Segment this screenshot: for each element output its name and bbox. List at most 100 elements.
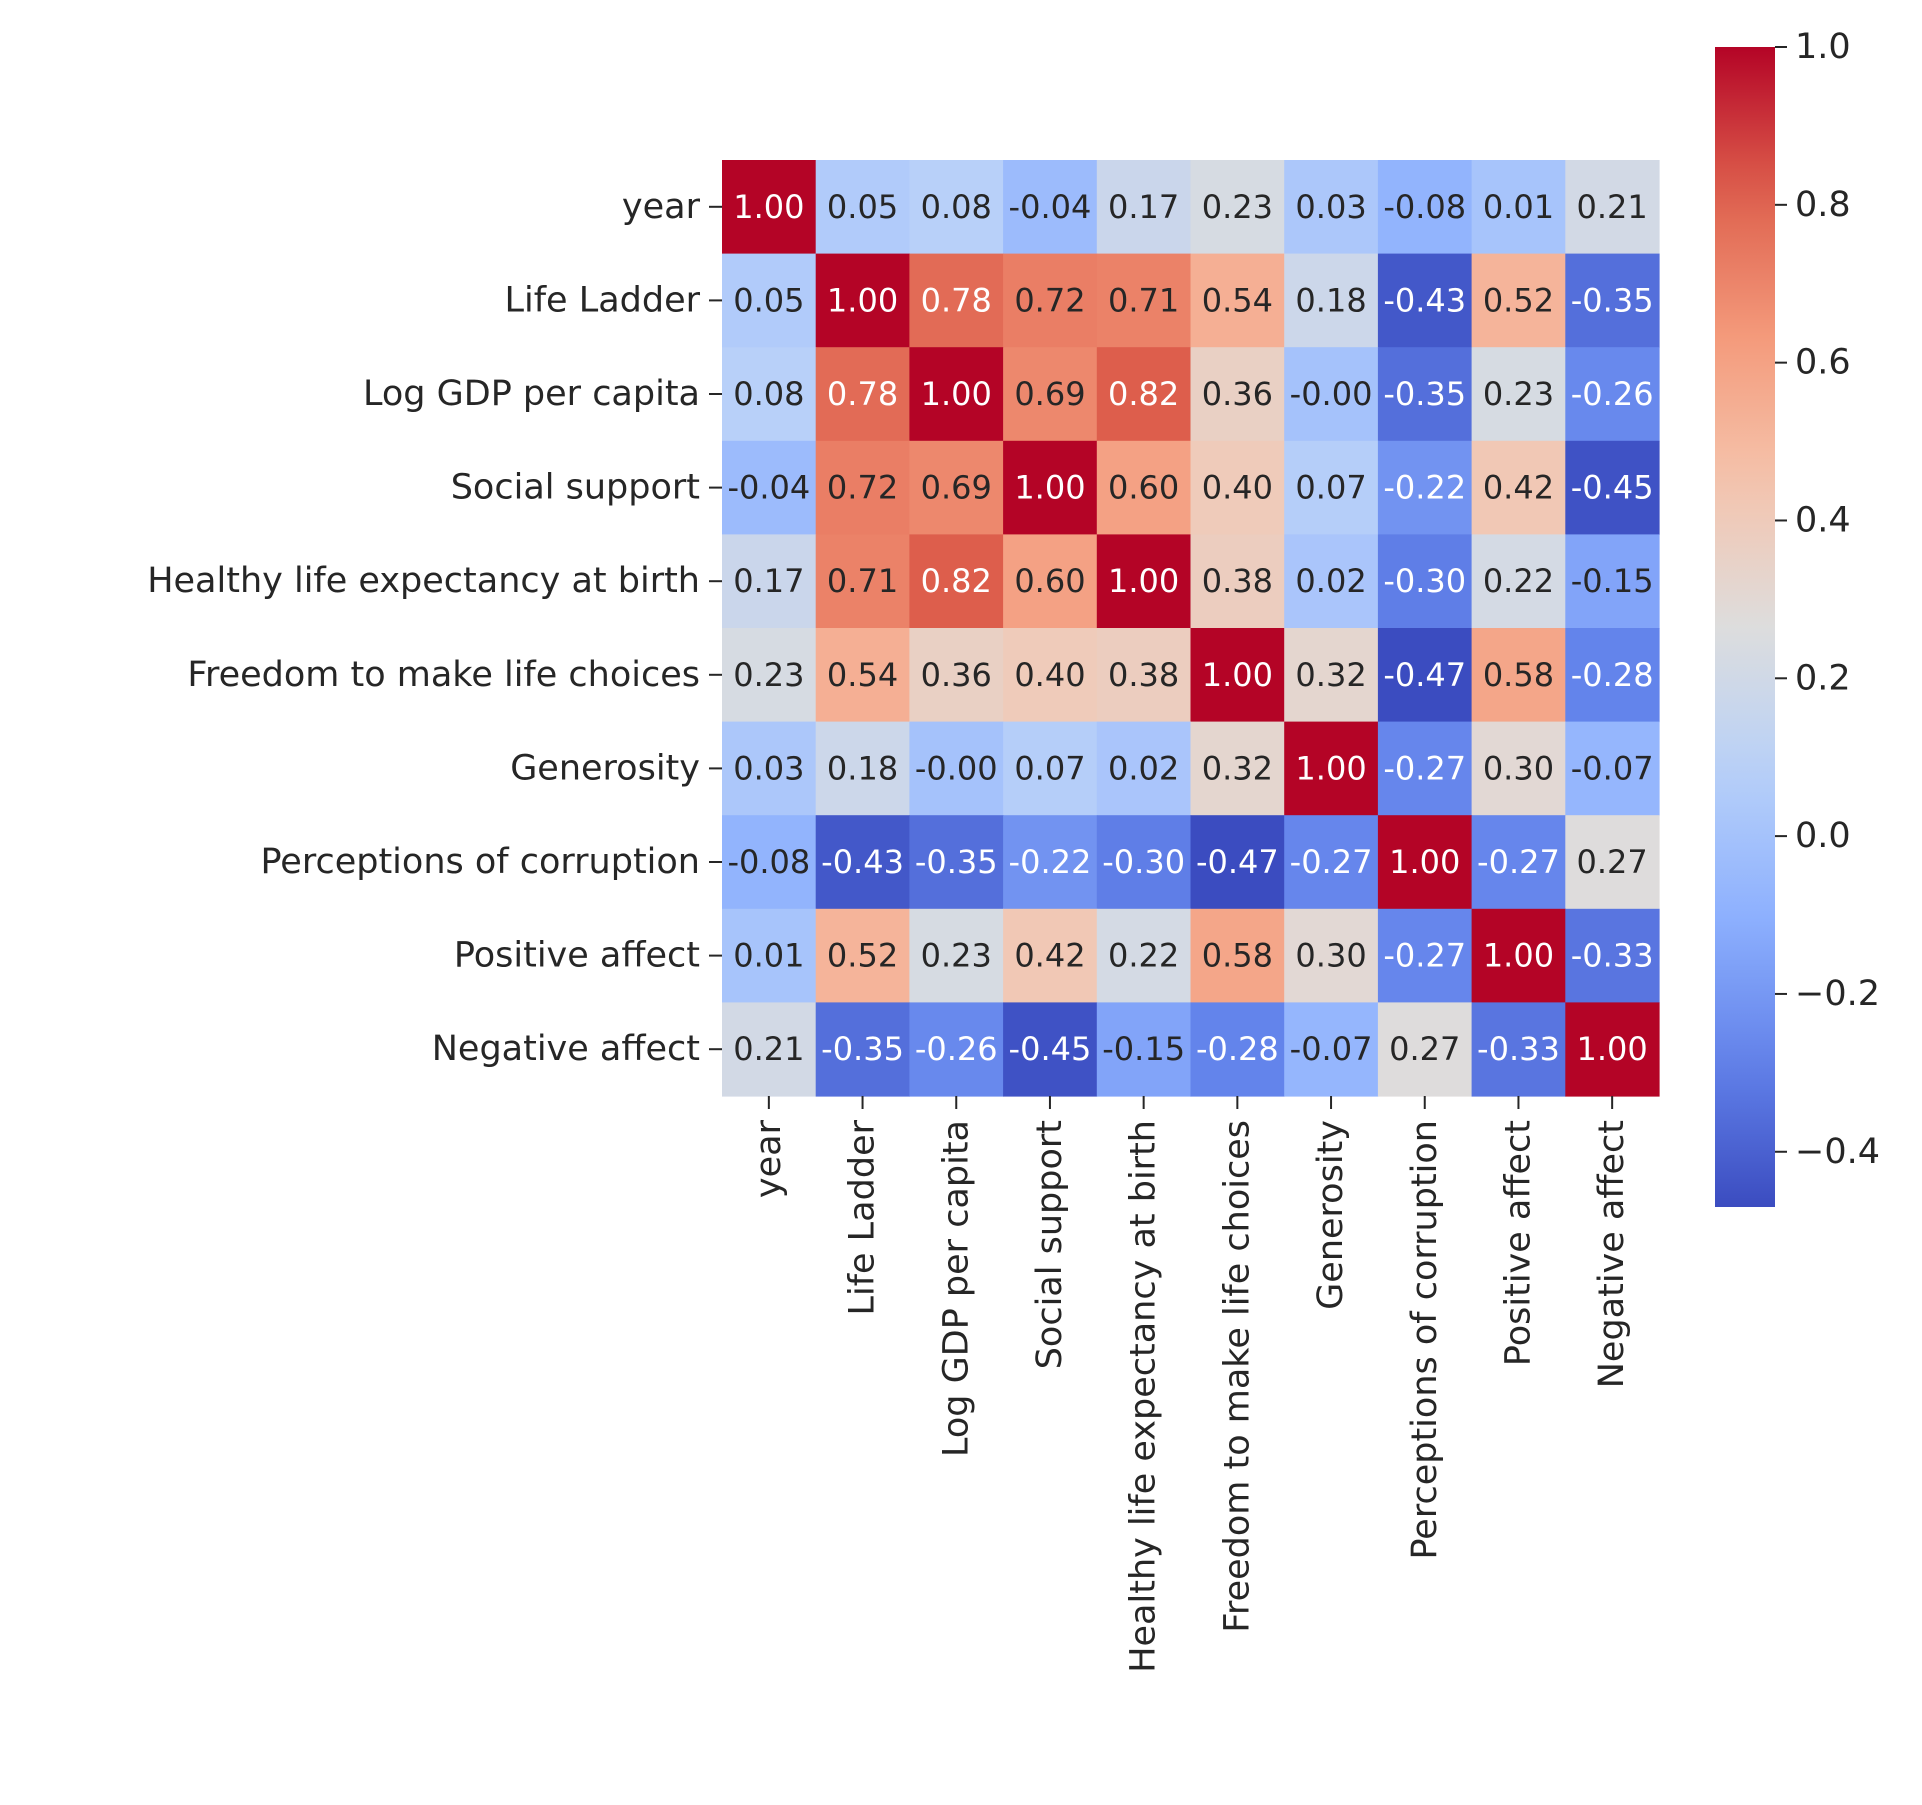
colorbar-tick-label: 0.0 xyxy=(1795,816,1851,856)
cell-value-label: 0.23 xyxy=(1483,375,1554,413)
cell-value-label: -0.00 xyxy=(915,749,998,787)
heatmap-cell xyxy=(1003,721,1098,816)
colorbar-tick-label: 0.6 xyxy=(1795,343,1851,383)
colorbar-tick-label: 0.8 xyxy=(1795,185,1851,225)
cell-value-label: 0.22 xyxy=(1108,937,1179,975)
cell-value-label: 0.72 xyxy=(827,469,898,507)
heatmap-cell xyxy=(1190,815,1285,910)
cell-value-label: 0.03 xyxy=(733,749,804,787)
cell-value-label: 1.00 xyxy=(1577,1030,1648,1068)
cell-value-label: 0.60 xyxy=(1108,469,1179,507)
heatmap-cell xyxy=(1190,253,1285,348)
heatmap-cell xyxy=(1377,815,1473,910)
cell-value-label: 0.30 xyxy=(1295,937,1366,975)
cell-value-label: 0.82 xyxy=(1108,375,1179,413)
heatmap-cell xyxy=(1190,440,1285,535)
heatmap-cell xyxy=(1003,253,1098,348)
cell-value-label: -0.27 xyxy=(1477,843,1560,881)
cell-value-label: 0.01 xyxy=(1483,188,1554,226)
cell-value-label: 0.42 xyxy=(1014,937,1085,975)
heatmap-cell xyxy=(1377,628,1473,723)
cell-value-label: -0.45 xyxy=(1571,469,1654,507)
heatmap-cell xyxy=(1284,160,1379,255)
cell-value-label: -0.08 xyxy=(727,843,810,881)
heatmap-cell xyxy=(1377,908,1473,1003)
y-tick-label: Healthy life expectancy at birth xyxy=(147,561,700,601)
cell-value-label: -0.47 xyxy=(1383,656,1466,694)
heatmap-cell xyxy=(909,160,1004,255)
heatmap-cell xyxy=(1377,534,1473,629)
heatmap-cell xyxy=(722,534,817,629)
cell-value-label: 1.00 xyxy=(733,188,804,226)
y-tick-label: year xyxy=(622,187,701,227)
heatmap-cell xyxy=(1003,347,1098,442)
x-tick-label: Freedom to make life choices xyxy=(1217,1120,1257,1633)
cell-value-label: -0.43 xyxy=(1383,281,1466,319)
cell-value-label: 0.08 xyxy=(921,188,992,226)
cell-value-label: 0.71 xyxy=(827,562,898,600)
heatmap-cell xyxy=(815,908,910,1003)
cell-value-label: -0.30 xyxy=(1383,562,1466,600)
heatmap-cell xyxy=(1471,628,1566,723)
cell-value-label: 1.00 xyxy=(1108,562,1179,600)
heatmap-cell xyxy=(1190,1002,1285,1097)
heatmap-cell xyxy=(909,908,1004,1003)
cell-value-label: -0.04 xyxy=(727,469,810,507)
cell-value-label: 0.07 xyxy=(1295,469,1366,507)
heatmap-cell xyxy=(909,347,1004,442)
y-tick-label: Log GDP per capita xyxy=(363,374,700,414)
heatmap-cell xyxy=(815,440,910,535)
heatmap-cell xyxy=(909,815,1004,910)
heatmap-cell xyxy=(1565,253,1660,348)
heatmap-cell xyxy=(1190,347,1285,442)
heatmap-cell xyxy=(1003,815,1098,910)
heatmap-cell xyxy=(1471,347,1566,442)
x-tick-label: Positive affect xyxy=(1498,1120,1538,1366)
cell-value-label: 0.22 xyxy=(1483,562,1554,600)
cell-value-label: 0.27 xyxy=(1389,1030,1460,1068)
heatmap-cell xyxy=(1096,160,1192,255)
cell-value-label: 0.23 xyxy=(1202,188,1273,226)
cell-value-label: -0.33 xyxy=(1571,937,1654,975)
heatmap-cell xyxy=(815,815,910,910)
y-tick-label: Freedom to make life choices xyxy=(187,655,700,695)
y-tick-label: Generosity xyxy=(510,748,700,788)
heatmap-cell xyxy=(1471,253,1566,348)
cell-value-label: -0.28 xyxy=(1196,1030,1279,1068)
heatmap-cell xyxy=(1377,347,1473,442)
cell-value-label: 0.52 xyxy=(827,937,898,975)
colorbar-tick-label: 1.0 xyxy=(1795,27,1851,67)
heatmap-cell xyxy=(722,908,817,1003)
x-axis-tick-labels: year Life Ladder Log GDP per capita Social … xyxy=(749,1096,1632,1673)
heatmap-cell xyxy=(1284,815,1379,910)
heatmap-cell xyxy=(815,253,910,348)
y-tick-label: Social support xyxy=(451,468,700,508)
cell-value-label: -0.15 xyxy=(1102,1030,1185,1068)
cell-value-label: -0.22 xyxy=(1383,469,1466,507)
cell-value-label: 1.00 xyxy=(1389,843,1460,881)
heatmap-cell xyxy=(1284,440,1379,535)
cell-value-label: 0.01 xyxy=(733,937,804,975)
cell-value-label: -0.27 xyxy=(1383,937,1466,975)
x-tick-label: Generosity xyxy=(1311,1120,1351,1310)
cell-value-label: 0.42 xyxy=(1483,469,1554,507)
heatmap-cell xyxy=(722,440,817,535)
heatmap-cell xyxy=(815,347,910,442)
cell-value-label: -0.30 xyxy=(1102,843,1185,881)
heatmap-cell xyxy=(722,815,817,910)
cell-value-label: 1.00 xyxy=(921,375,992,413)
cell-value-label: 0.02 xyxy=(1295,562,1366,600)
cell-value-label: 0.60 xyxy=(1014,562,1085,600)
cell-value-label: 0.54 xyxy=(1202,281,1273,319)
heatmap-cell xyxy=(1471,534,1566,629)
cell-value-label: 0.27 xyxy=(1577,843,1648,881)
heatmap-cell xyxy=(1096,1002,1192,1097)
heatmap-cell xyxy=(722,347,817,442)
cell-value-label: -0.35 xyxy=(1383,375,1466,413)
heatmap-cell xyxy=(909,628,1004,723)
cell-value-label: 0.38 xyxy=(1108,656,1179,694)
colorbar-tick-label: 0.2 xyxy=(1795,658,1851,698)
heatmap-cell xyxy=(1284,908,1379,1003)
cell-value-label: 0.40 xyxy=(1014,656,1085,694)
colorbar-gradient xyxy=(1715,47,1775,1207)
